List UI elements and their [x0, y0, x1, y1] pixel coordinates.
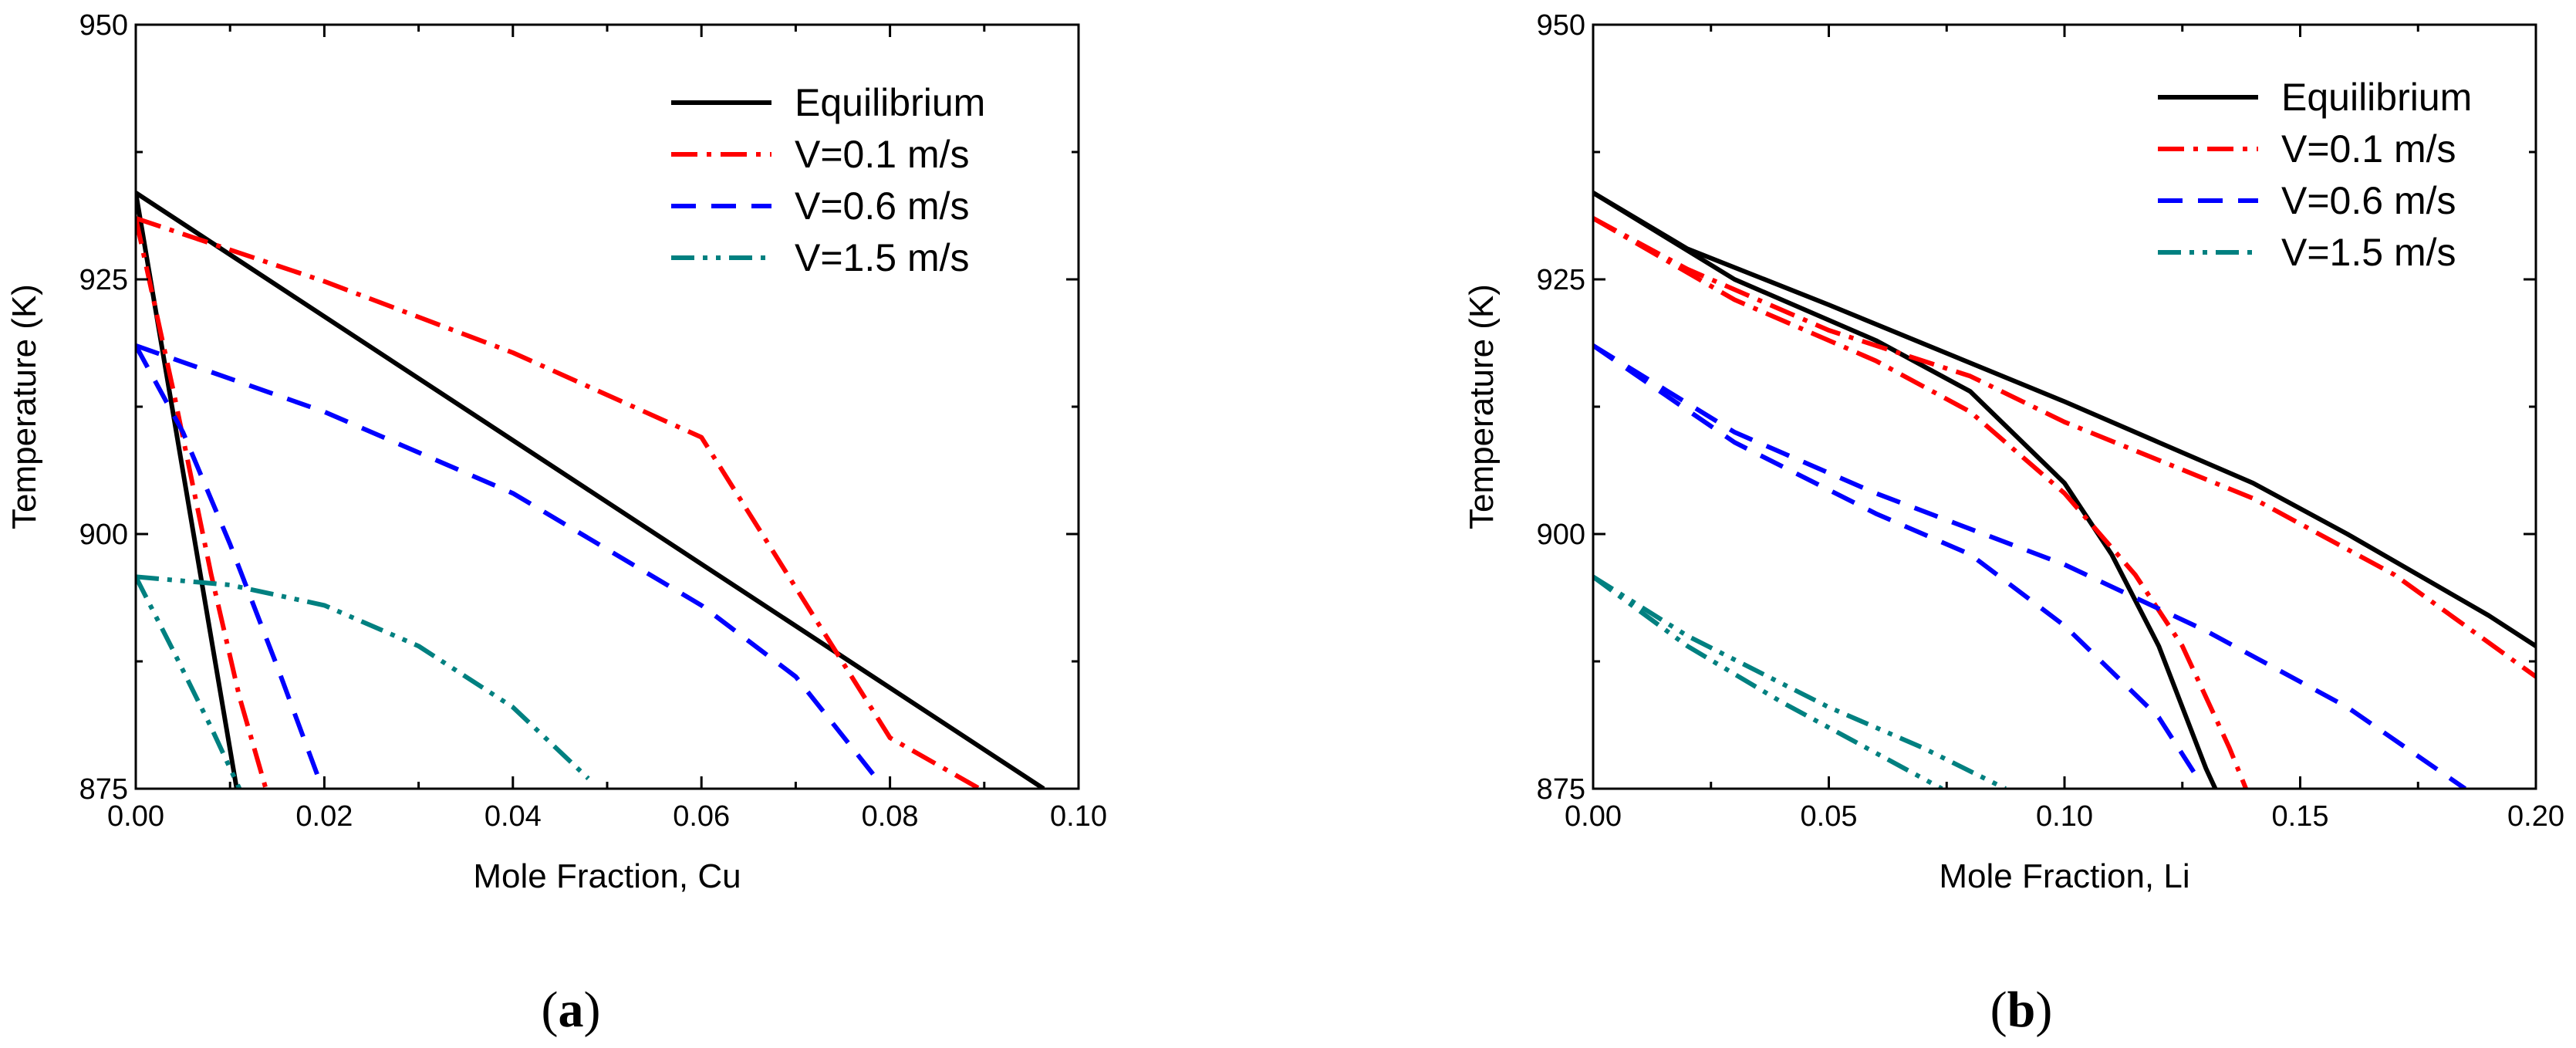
x-tick-label: 0.10	[2036, 800, 2093, 833]
series-group	[1593, 191, 2536, 789]
legend: Equilibrium V=0.1 m/s V=0.6 m/s V=1.5 m/s	[2158, 76, 2472, 274]
x-tick-label: 0.08	[862, 800, 919, 833]
caption-a-open: (	[542, 982, 559, 1038]
y-tick-label: 925	[79, 264, 128, 296]
legend-label: V=0.1 m/s	[795, 133, 970, 176]
series-line-solid-0	[136, 191, 1045, 789]
y-tick-label: 950	[79, 9, 128, 42]
series-group	[136, 191, 1045, 789]
y-tick-label: 900	[79, 519, 128, 551]
x-tick-label: 0.02	[295, 800, 353, 833]
caption-a-close: )	[584, 982, 601, 1038]
series-line-dashed-4	[1593, 343, 2467, 789]
series-line-dashdotdot-7	[136, 576, 242, 789]
x-tick-label: 0.04	[484, 800, 542, 833]
legend: Equilibrium V=0.1 m/s V=0.6 m/s V=1.5 m/s	[671, 81, 985, 279]
caption-b-open: (	[1990, 982, 2007, 1038]
series-line-dashed-5	[136, 344, 325, 789]
y-tick-label: 875	[79, 773, 128, 806]
y-tick-label: 950	[1537, 9, 1585, 42]
caption-b: (b)	[1990, 982, 2053, 1038]
legend-label: V=0.6 m/s	[795, 184, 970, 228]
y-axis-label: Temperature (K)	[1463, 284, 1501, 529]
y-tick-label: 900	[1537, 519, 1585, 551]
x-tick-label: 0.20	[2507, 800, 2564, 833]
series-line-solid-0	[1593, 191, 2536, 648]
legend-label: V=1.5 m/s	[795, 236, 970, 279]
legend-label: Equilibrium	[795, 81, 985, 124]
y-axis-label: Temperature (K)	[5, 284, 43, 529]
series-line-dashed-4	[136, 343, 883, 786]
series-line-dashdot-3	[136, 218, 268, 789]
legend-label: V=1.5 m/s	[2281, 231, 2456, 274]
panel-a-chart: 0.00 0.02 0.04 0.06 0.08 0.10 875 900 925 950 Mole…	[5, 9, 1107, 895]
y-tick-label: 875	[1537, 773, 1585, 806]
legend-label: V=0.1 m/s	[2281, 127, 2456, 171]
caption-a: (a)	[542, 982, 601, 1038]
x-tick-label: 0.06	[673, 800, 730, 833]
series-line-dashdotdot-6	[1593, 574, 2007, 789]
x-axis-label: Mole Fraction, Cu	[473, 857, 741, 895]
y-tick-label: 925	[1537, 264, 1585, 296]
legend-label: V=0.6 m/s	[2281, 179, 2456, 222]
series-line-solid-1	[136, 192, 239, 789]
caption-b-letter: b	[2007, 982, 2036, 1038]
series-line-dashed-5	[1593, 343, 2203, 786]
x-tick-label: 0.00	[1565, 800, 1622, 833]
series-line-dashdot-2	[1593, 216, 2536, 679]
series-line-dashdot-3	[1593, 216, 2248, 789]
caption-b-close: )	[2035, 982, 2052, 1038]
x-tick-label: 0.15	[2272, 800, 2329, 833]
panel-b-chart: 0.00 0.05 0.10 0.15 0.20 875 900 925 950 Mole Fra…	[1463, 9, 2564, 895]
x-tick-label: 0.05	[1801, 800, 1858, 833]
series-line-dashdot-2	[136, 215, 981, 789]
x-tick-label: 0.00	[107, 800, 164, 833]
series-line-solid-1	[1593, 191, 2218, 789]
x-tick-label: 0.10	[1050, 800, 1107, 833]
x-axis-label: Mole Fraction, Li	[1939, 857, 2189, 895]
legend-label: Equilibrium	[2281, 76, 2472, 119]
caption-a-letter: a	[559, 982, 584, 1038]
series-line-dashdotdot-6	[136, 574, 590, 780]
series-line-dashdotdot-7	[1593, 574, 1943, 789]
